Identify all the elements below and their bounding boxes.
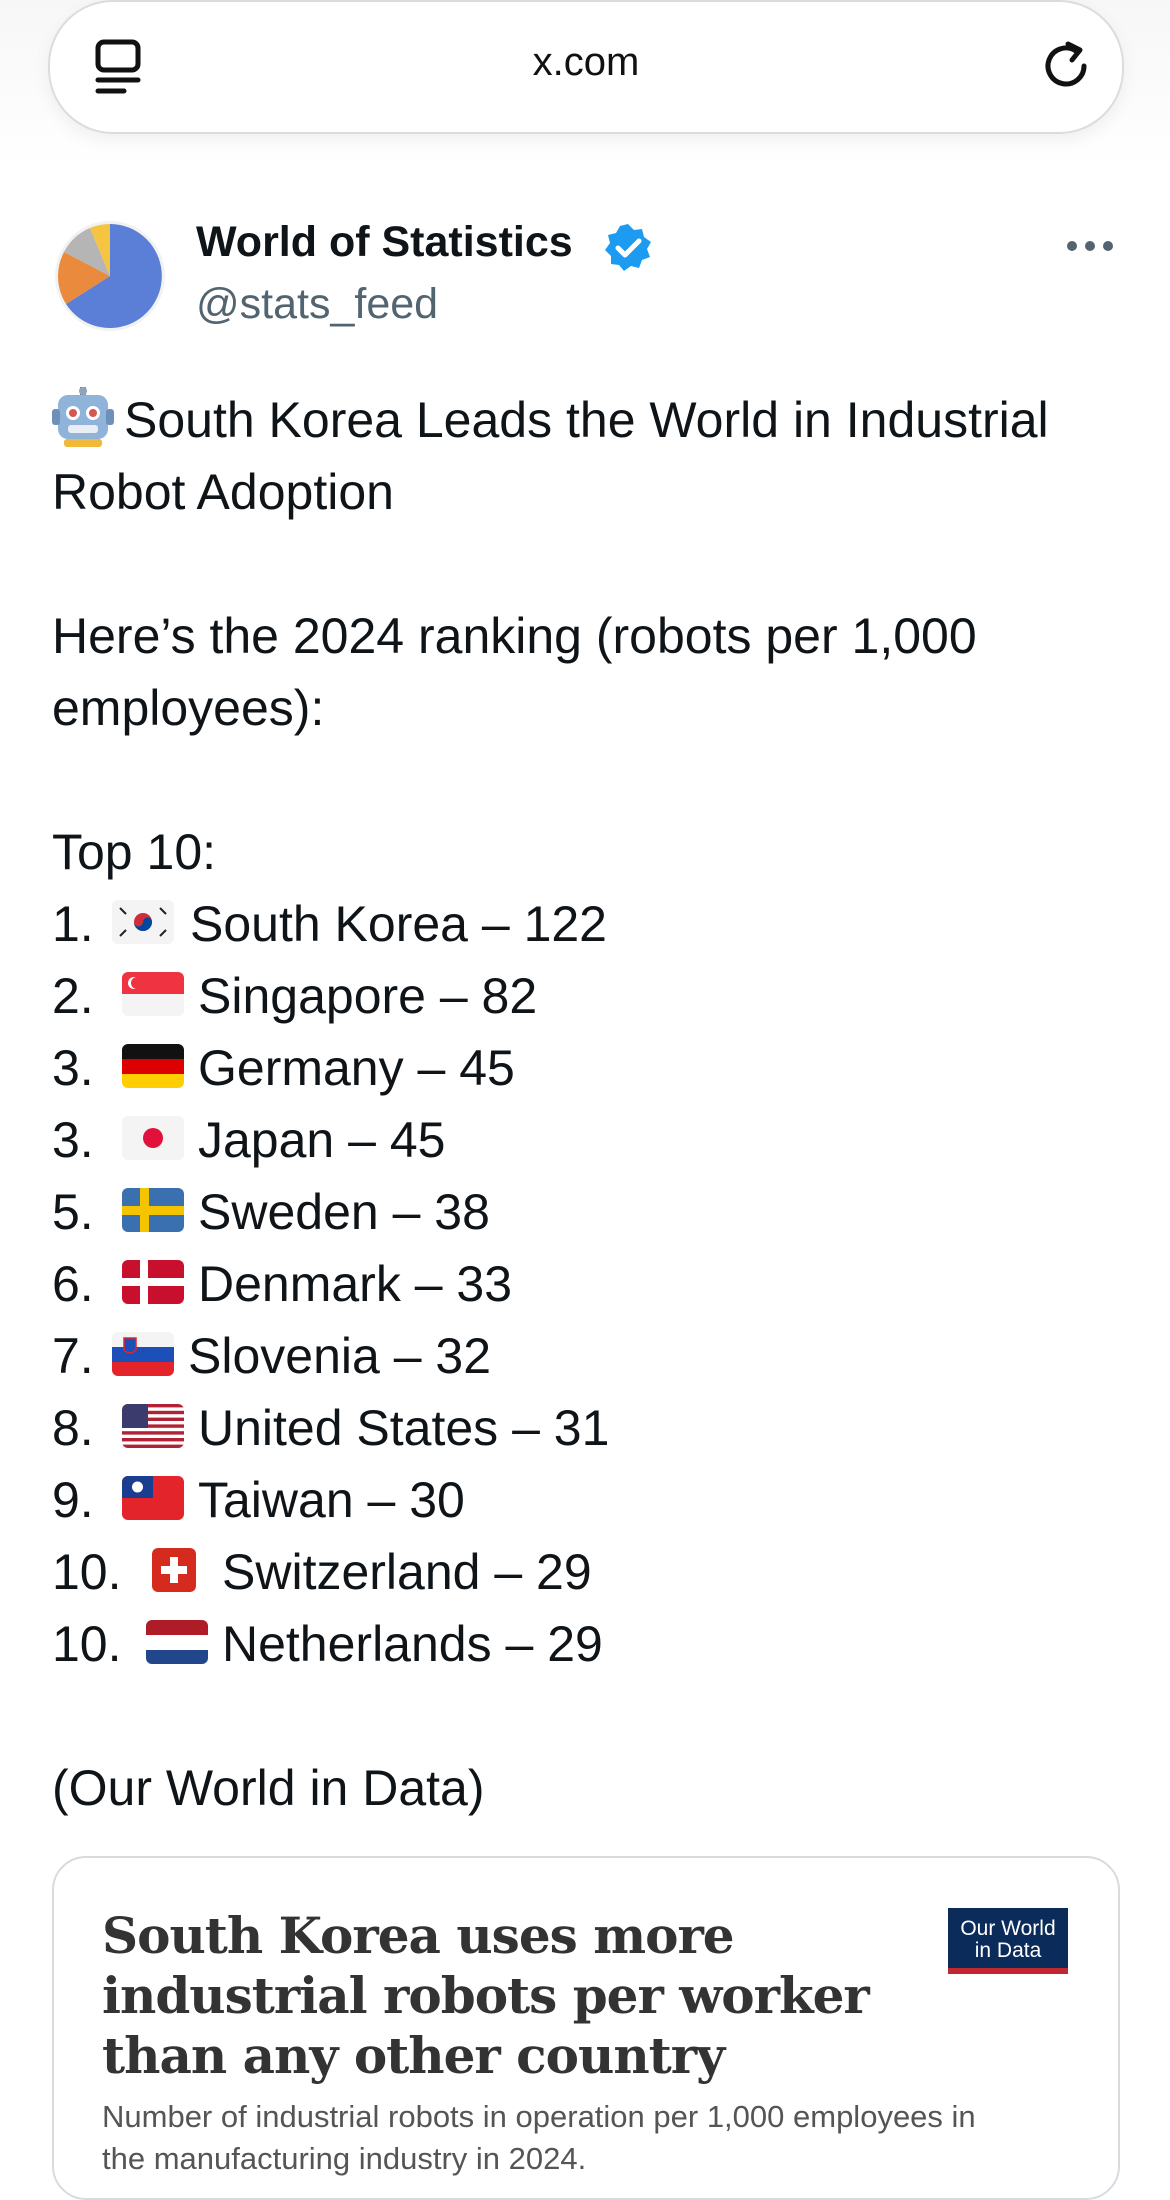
rank-number: 10. bbox=[52, 1544, 122, 1600]
slovenia-flag-icon bbox=[112, 1332, 174, 1376]
reload-icon[interactable] bbox=[1038, 36, 1098, 96]
logo-line: Our World bbox=[960, 1917, 1056, 1940]
netherlands-flag-icon bbox=[146, 1620, 208, 1664]
switzerland-flag-icon bbox=[152, 1548, 196, 1592]
sweden-flag-icon bbox=[122, 1188, 184, 1232]
list-title: Top 10: bbox=[52, 824, 217, 880]
list-item: 2. Singapore – 82 bbox=[52, 960, 1132, 1032]
robot-emoji-icon bbox=[52, 387, 114, 447]
owid-logo: Our World in Data bbox=[948, 1908, 1068, 1974]
address-bar[interactable]: x.com bbox=[48, 0, 1124, 134]
rank-number: 3. bbox=[52, 1112, 94, 1168]
card-subtitle-line: Number of industrial robots in operation… bbox=[102, 2099, 976, 2134]
ranking-text: Singapore – 82 bbox=[198, 968, 538, 1024]
rank-number: 9. bbox=[52, 1472, 94, 1528]
rank-number: 7. bbox=[52, 1328, 94, 1384]
avatar[interactable] bbox=[54, 220, 166, 332]
card-subtitle: Number of industrial robots in operation… bbox=[102, 2096, 1082, 2180]
list-item: 5. Sweden – 38 bbox=[52, 1176, 1132, 1248]
list-item: 3. Germany – 45 bbox=[52, 1032, 1132, 1104]
usa-flag-icon bbox=[122, 1404, 184, 1448]
japan-flag-icon bbox=[122, 1116, 184, 1160]
rank-number: 3. bbox=[52, 1040, 94, 1096]
germany-flag-icon bbox=[122, 1044, 184, 1088]
rank-number: 6. bbox=[52, 1256, 94, 1312]
list-item: 6. Denmark – 33 bbox=[52, 1248, 1132, 1320]
verified-badge-icon bbox=[605, 224, 651, 271]
intro-text-1: Here’s the 2024 ranking (robots per 1,00… bbox=[52, 608, 977, 664]
more-options-icon[interactable] bbox=[1066, 238, 1114, 254]
list-item: 1. South Korea – 122 bbox=[52, 888, 1132, 960]
list-item: 8. United States – 31 bbox=[52, 1392, 1132, 1464]
ranking-text: South Korea – 122 bbox=[190, 896, 607, 952]
ranking-text: Sweden – 38 bbox=[198, 1184, 490, 1240]
ranking-text: Germany – 45 bbox=[198, 1040, 515, 1096]
card-title: South Korea uses more industrial robots … bbox=[102, 1906, 922, 2086]
headline-text-1: South Korea Leads the World in Industria… bbox=[124, 392, 1049, 448]
browser-toolbar: x.com bbox=[0, 0, 1170, 170]
south-korea-flag-icon bbox=[112, 900, 174, 944]
ranking-text: United States – 31 bbox=[198, 1400, 610, 1456]
card-title-line: than any other country bbox=[102, 2026, 725, 2085]
card-title-line: South Korea uses more bbox=[102, 1906, 735, 1965]
headline-line: South Korea Leads the World in Industria… bbox=[52, 384, 1132, 456]
ranking-text: Slovenia – 32 bbox=[188, 1328, 492, 1384]
list-item: 10. Netherlands – 29 bbox=[52, 1608, 1132, 1680]
list-item: 7. Slovenia – 32 bbox=[52, 1320, 1132, 1392]
ranking-text: Switzerland – 29 bbox=[222, 1544, 592, 1600]
rank-number: 2. bbox=[52, 968, 94, 1024]
author-handle[interactable]: @stats_feed bbox=[196, 280, 439, 328]
ranking-text: Netherlands – 29 bbox=[222, 1616, 603, 1672]
list-item: 10. Switzerland – 29 bbox=[52, 1536, 1132, 1608]
list-item: 9. Taiwan – 30 bbox=[52, 1464, 1132, 1536]
media-card[interactable]: South Korea uses more industrial robots … bbox=[52, 1856, 1120, 2200]
list-item: 3. Japan – 45 bbox=[52, 1104, 1132, 1176]
logo-line: in Data bbox=[974, 1939, 1042, 1962]
author-name[interactable]: World of Statistics bbox=[196, 218, 573, 266]
tabs-icon[interactable] bbox=[92, 38, 146, 98]
rank-number: 8. bbox=[52, 1400, 94, 1456]
card-title-line: industrial robots per worker bbox=[102, 1966, 870, 2025]
ranking-text: Denmark – 33 bbox=[198, 1256, 513, 1312]
ranking-text: Taiwan – 30 bbox=[198, 1472, 465, 1528]
rank-number: 10. bbox=[52, 1616, 122, 1672]
intro-text-2: employees): bbox=[52, 680, 325, 736]
rank-number: 5. bbox=[52, 1184, 94, 1240]
url-text[interactable]: x.com bbox=[532, 40, 640, 84]
singapore-flag-icon bbox=[122, 972, 184, 1016]
tweet-text: South Korea Leads the World in Industria… bbox=[52, 384, 1132, 1824]
card-subtitle-line: the manufacturing industry in 2024. bbox=[102, 2141, 587, 2176]
rank-number: 1. bbox=[52, 896, 94, 952]
taiwan-flag-icon bbox=[122, 1476, 184, 1520]
denmark-flag-icon bbox=[122, 1260, 184, 1304]
ranking-text: Japan – 45 bbox=[198, 1112, 446, 1168]
source-text: (Our World in Data) bbox=[52, 1760, 485, 1816]
headline-text-2: Robot Adoption bbox=[52, 464, 394, 520]
